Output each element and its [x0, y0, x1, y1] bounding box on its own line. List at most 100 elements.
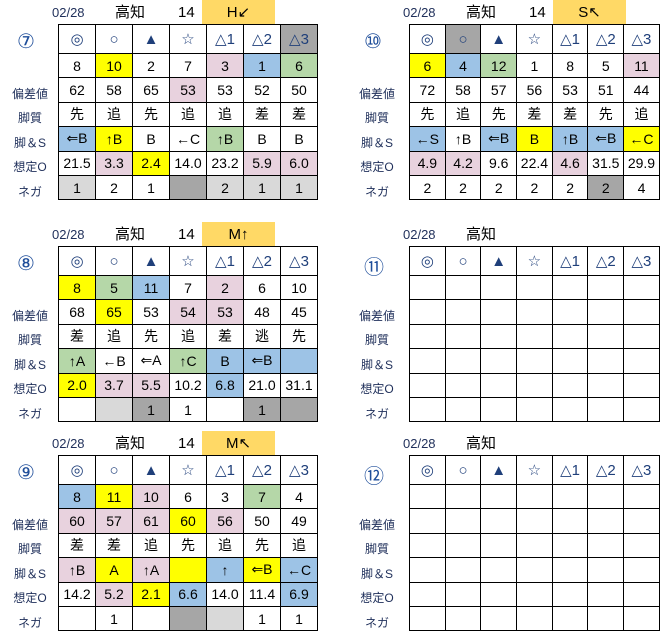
table-cell: 48 [243, 299, 281, 325]
table-cell: 7 [169, 52, 207, 79]
row-label: 脚質 [364, 333, 389, 348]
race-count: 14 [178, 435, 195, 452]
table-cell: 2.4 [132, 150, 170, 176]
table-cell [409, 483, 446, 510]
table-cell: 先 [409, 101, 446, 128]
table-cell: 4.6 [551, 150, 589, 176]
table-row [409, 557, 660, 583]
table-cell: 6 [169, 483, 207, 510]
table-cell: 56 [206, 508, 244, 534]
venue-name: 高知 [115, 435, 146, 452]
table-cell [409, 605, 446, 631]
table-cell: 追 [623, 101, 660, 128]
row-label: 想定O [360, 591, 394, 606]
table-cell: 6.9 [280, 581, 318, 607]
table-cell: 53 [132, 299, 170, 325]
table-cell: 3 [206, 52, 244, 79]
table-cell [480, 508, 518, 534]
table-cell: ←C [280, 557, 318, 583]
venue-name: 高知 [466, 435, 497, 452]
table-cell [444, 557, 482, 583]
table-cell [551, 323, 589, 350]
table-row [409, 605, 660, 631]
column-header: △3 [623, 455, 660, 485]
table-cell: 31.1 [280, 372, 318, 398]
column-header: △3 [280, 246, 318, 276]
table-cell: 差 [516, 101, 553, 128]
table-cell: ←S [409, 126, 446, 152]
race-count: 14 [529, 4, 546, 21]
table-cell [551, 557, 589, 583]
table-row [409, 274, 660, 301]
table-cell: 先 [587, 101, 625, 128]
table-cell [587, 323, 625, 350]
table-cell [409, 348, 446, 374]
row-label: ネガ [17, 615, 42, 630]
column-header: ○ [95, 455, 133, 485]
table-cell: A [95, 557, 133, 583]
table-cell [516, 323, 553, 350]
table-cell: 1 [132, 174, 170, 201]
table-row: 2.0 3.7 5.5 10.2 6.8 21.0 31.1 [58, 372, 318, 398]
table-row: 8 11 10 6 3 7 4 [58, 483, 318, 510]
table-cell: ←C [169, 126, 207, 152]
prediction-table: ◎ ○ ▲ ☆ △1 △2 △3 6 4 12 1 8 5 11 72 58 57 56 53 51 44 先追先差差先追… [409, 24, 660, 201]
row-label: 脚質 [364, 111, 389, 126]
table-cell [551, 605, 589, 631]
column-header: ◎ [409, 246, 446, 276]
row-label: 脚＆S [13, 566, 46, 581]
table-cell: 6 [243, 274, 281, 301]
race-number: ⑪ [364, 257, 384, 279]
row-label: 脚質 [17, 111, 42, 126]
table-row: 60 57 61 60 56 50 49 [58, 508, 318, 534]
row-label: 脚質 [17, 542, 42, 557]
table-cell: 56 [516, 77, 553, 103]
table-cell: 50 [280, 77, 318, 103]
table-cell: 58 [95, 77, 133, 103]
table-cell [444, 605, 482, 631]
table-cell [623, 323, 660, 350]
table-cell: 差 [58, 532, 96, 559]
table-cell [623, 372, 660, 398]
column-header: ☆ [169, 455, 207, 485]
row-label: 脚＆S [360, 566, 393, 581]
table-cell: 10.2 [169, 372, 207, 398]
table-cell [587, 508, 625, 534]
table-cell: 1 [516, 52, 553, 79]
table-cell: 2 [132, 52, 170, 79]
table-cell: 22.4 [516, 150, 553, 176]
table-cell [551, 274, 589, 301]
table-cell [480, 532, 518, 559]
table-row: 72 58 57 56 53 51 44 [409, 77, 660, 103]
table-cell: 65 [132, 77, 170, 103]
table-row: 差追先追差逃先 [58, 323, 318, 350]
table-row [409, 581, 660, 607]
table-cell [409, 532, 446, 559]
table-cell: 先 [243, 532, 281, 559]
column-header: △2 [243, 455, 281, 485]
row-label: ネガ [17, 406, 42, 421]
table-cell [480, 372, 518, 398]
table-cell [551, 581, 589, 607]
column-header: ☆ [516, 246, 553, 276]
table-cell: 1 [58, 174, 96, 201]
table-cell: 先 [132, 101, 170, 128]
column-header: ▲ [480, 455, 518, 485]
race-block: 02/28 高知 14 H↙ ⑦ 偏差値 脚質 脚＆S 想定O ネガ ◎ ○ ▲ ☆ △1 △2 △3 8 10 2 7… [0, 0, 322, 201]
table-cell: 6.0 [280, 150, 318, 176]
table-cell: 1 [243, 605, 281, 631]
column-header: △3 [280, 24, 318, 54]
table-cell: 差 [206, 323, 244, 350]
prediction-table: ◎ ○ ▲ ☆ △1 △2 △3 8 5 11 7 2 6 10 68 65 53 54 53 48 45 差追先追差逃先… [58, 246, 318, 423]
table-cell: 追 [95, 101, 133, 128]
row-label: 脚＆S [13, 135, 46, 150]
race-number: ⑩ [364, 31, 382, 53]
table-cell: 6 [280, 52, 318, 79]
table-cell: 8 [58, 274, 96, 301]
race-number: ⑫ [364, 466, 384, 488]
table-row: 差差追先追先追 [58, 532, 318, 559]
table-cell [444, 508, 482, 534]
table-cell [551, 508, 589, 534]
table-cell [587, 372, 625, 398]
prediction-table: ◎ ○ ▲ ☆ △1 △2 △3 8 10 2 7 3 1 6 62 58 65 53 53 52 50 先追先追追差差 ⇐… [58, 24, 318, 201]
